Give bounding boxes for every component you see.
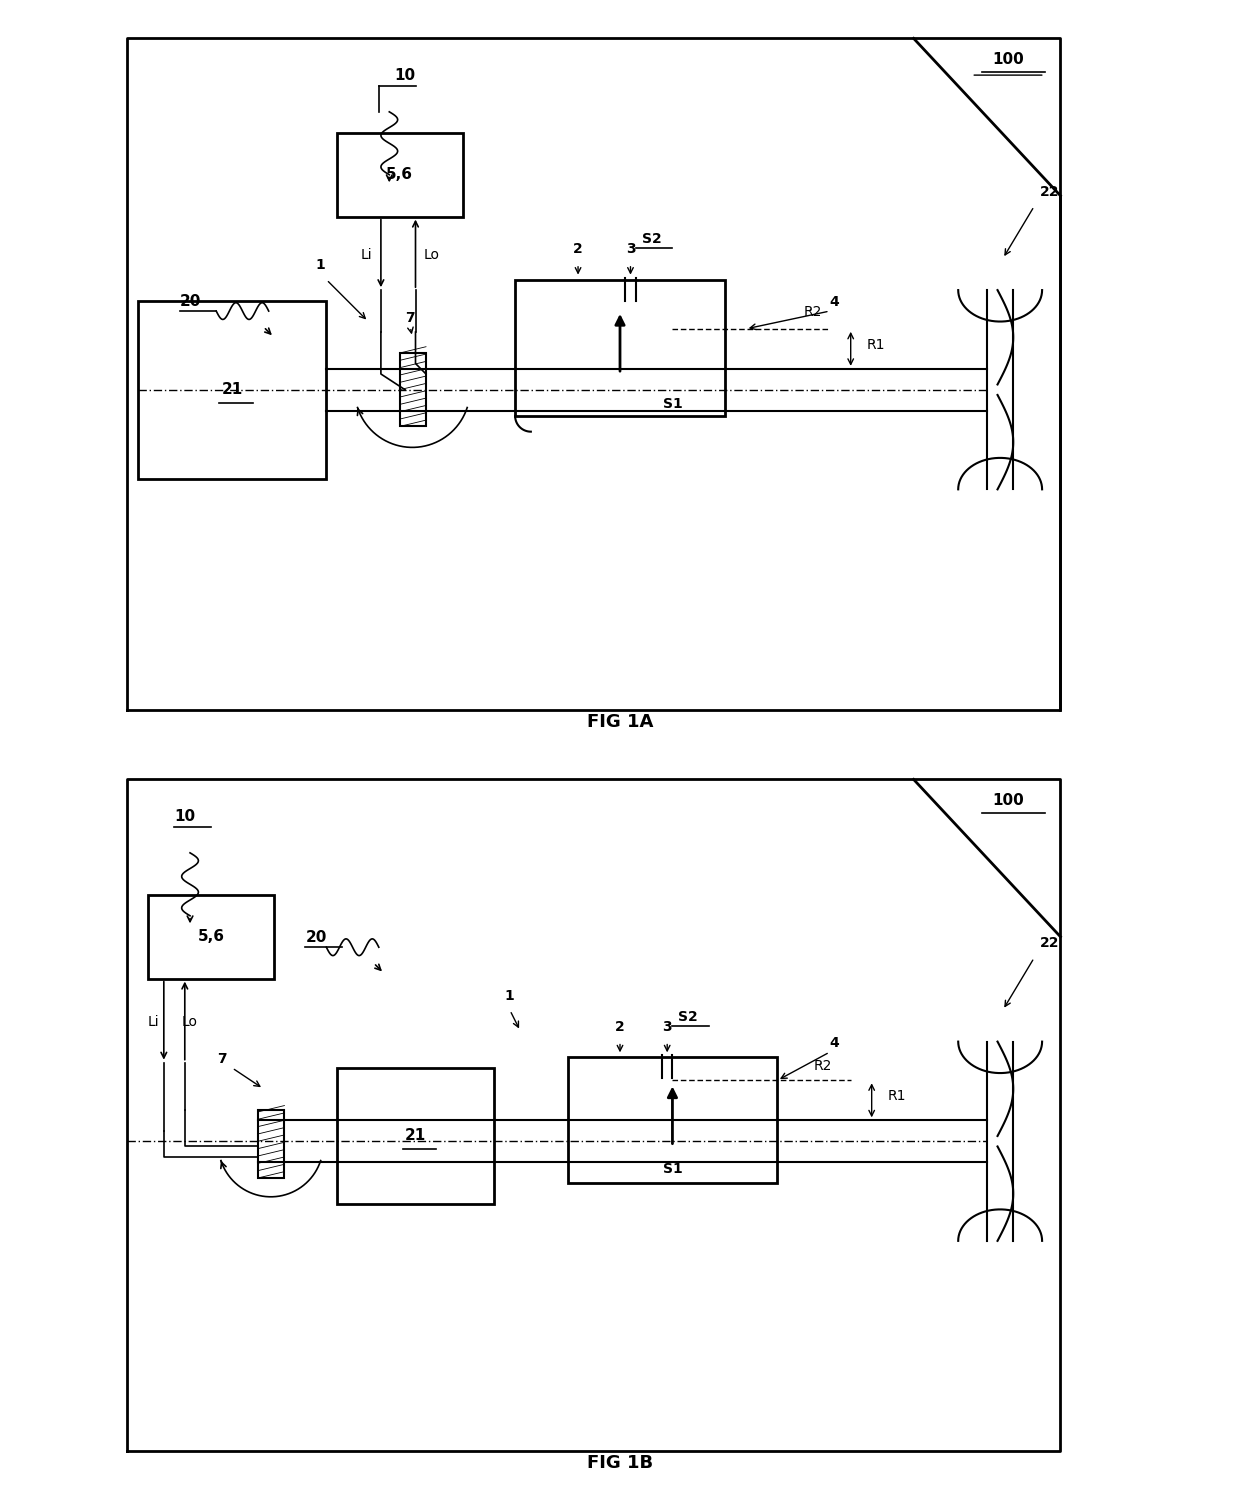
Text: 22: 22 bbox=[1039, 937, 1059, 950]
FancyBboxPatch shape bbox=[337, 133, 463, 217]
Text: S2: S2 bbox=[641, 232, 661, 246]
Bar bbox=[258, 1109, 284, 1178]
Text: 2: 2 bbox=[573, 243, 583, 256]
Text: 7: 7 bbox=[217, 1051, 227, 1066]
Text: 22: 22 bbox=[1039, 185, 1059, 198]
Text: Lo: Lo bbox=[423, 247, 439, 262]
Text: 100: 100 bbox=[992, 52, 1024, 67]
Text: FIG 1A: FIG 1A bbox=[587, 713, 653, 731]
Text: R1: R1 bbox=[867, 338, 885, 351]
Text: 1: 1 bbox=[505, 989, 515, 1002]
Text: S2: S2 bbox=[678, 1010, 698, 1023]
Text: 20: 20 bbox=[305, 931, 327, 946]
Text: S1: S1 bbox=[662, 396, 682, 411]
Text: 5,6: 5,6 bbox=[387, 167, 413, 182]
Text: 3: 3 bbox=[626, 243, 635, 256]
FancyBboxPatch shape bbox=[337, 1068, 495, 1205]
Text: 21: 21 bbox=[222, 383, 243, 398]
Text: 7: 7 bbox=[405, 311, 415, 325]
Text: 10: 10 bbox=[394, 68, 415, 83]
Text: S1: S1 bbox=[662, 1161, 682, 1176]
Text: 4: 4 bbox=[830, 295, 839, 308]
Text: 21: 21 bbox=[405, 1129, 427, 1144]
Text: R2: R2 bbox=[813, 1059, 832, 1074]
FancyBboxPatch shape bbox=[568, 1057, 777, 1184]
Bar bbox=[399, 353, 427, 426]
Text: R1: R1 bbox=[888, 1090, 906, 1103]
Text: Lo: Lo bbox=[182, 1015, 198, 1029]
FancyBboxPatch shape bbox=[515, 280, 725, 415]
Text: 5,6: 5,6 bbox=[197, 929, 224, 944]
FancyBboxPatch shape bbox=[148, 895, 274, 978]
Text: 100: 100 bbox=[992, 794, 1024, 809]
Text: 4: 4 bbox=[830, 1036, 839, 1050]
FancyBboxPatch shape bbox=[138, 301, 326, 479]
Text: R2: R2 bbox=[804, 305, 822, 319]
Text: 3: 3 bbox=[662, 1020, 672, 1035]
Text: 1: 1 bbox=[316, 258, 326, 272]
Text: 20: 20 bbox=[180, 293, 201, 308]
Text: 2: 2 bbox=[615, 1020, 625, 1035]
Text: Li: Li bbox=[361, 247, 372, 262]
Text: 10: 10 bbox=[175, 810, 196, 825]
Text: FIG 1B: FIG 1B bbox=[587, 1453, 653, 1471]
Text: Li: Li bbox=[148, 1015, 159, 1029]
